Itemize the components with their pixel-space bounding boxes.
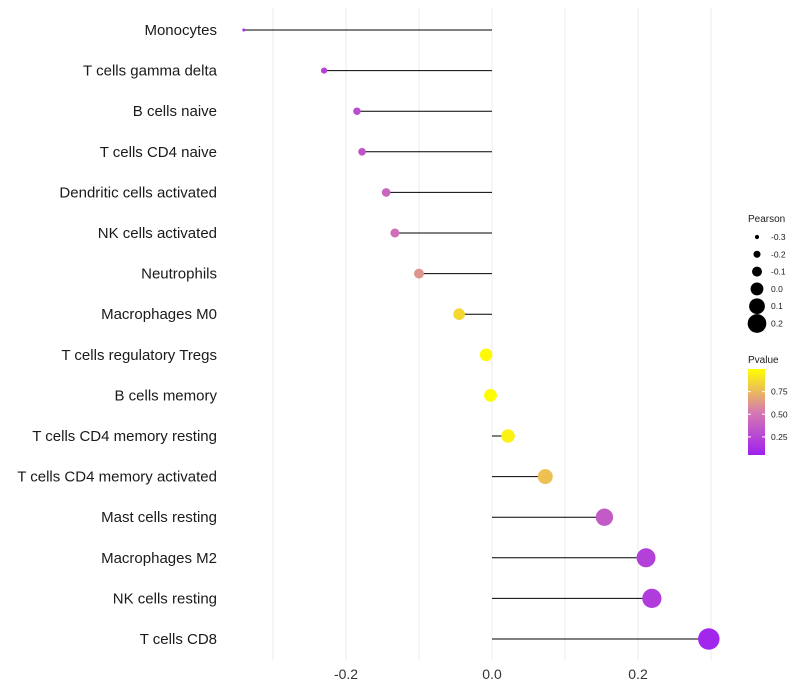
category-label: B cells naive — [133, 103, 217, 120]
lollipop-dot — [242, 28, 246, 32]
category-label: Monocytes — [144, 22, 217, 39]
lollipop-dots — [242, 28, 720, 650]
pearson-legend-label: -0.1 — [771, 267, 786, 277]
lollipop-dot — [414, 268, 424, 279]
lollipop-dot — [453, 308, 465, 320]
pearson-legend-dot — [753, 250, 761, 258]
lollipop-dot — [381, 188, 391, 197]
pearson-legend-label: -0.2 — [771, 249, 786, 259]
pearson-legend: Pearson -0.3 -0.2 -0.1 0.0 0.1 0.2 — [747, 214, 786, 333]
x-axis-ticks: -0.2 0.0 0.2 — [334, 666, 648, 682]
lollipop-stems — [243, 29, 709, 640]
lollipop-dot — [636, 548, 656, 568]
category-label: Macrophages M0 — [101, 306, 217, 323]
pearson-legend-dot — [752, 266, 762, 277]
category-label: T cells CD4 memory activated — [17, 469, 217, 486]
lollipop-dot — [595, 508, 614, 526]
lollipop-dot — [484, 388, 497, 402]
category-label: T cells CD4 naive — [100, 144, 217, 161]
pearson-legend-label: 0.0 — [771, 284, 783, 294]
lollipop-dot — [501, 429, 515, 443]
lollipop-dot — [390, 228, 400, 238]
lollipop-dot — [353, 107, 361, 115]
x-tick-label: 0.2 — [628, 666, 648, 682]
lollipop-dot — [479, 348, 493, 362]
x-tick-label: 0.0 — [482, 666, 502, 682]
lollipop-dot — [358, 147, 366, 156]
pvalue-legend-label: 0.50 — [771, 409, 788, 419]
pearson-legend-label: -0.3 — [771, 232, 786, 242]
category-label: Macrophages M2 — [101, 550, 217, 567]
pvalue-legend-title: Pvalue — [748, 355, 779, 366]
lollipop-dot — [321, 67, 328, 74]
category-label: T cells regulatory Tregs — [61, 347, 217, 364]
pearson-legend-label: 0.2 — [771, 319, 783, 329]
category-label: T cells CD4 memory resting — [32, 428, 217, 445]
gridlines — [272, 8, 712, 660]
category-label: NK cells activated — [98, 225, 217, 242]
category-labels: Monocytes T cells gamma delta B cells naiv… — [17, 22, 217, 648]
pearson-legend-label: 0.1 — [771, 301, 783, 311]
category-label: Mast cells resting — [101, 509, 217, 526]
pearson-legend-dot — [750, 282, 764, 296]
pearson-legend-title: Pearson — [748, 214, 785, 225]
pvalue-colorbar — [748, 369, 765, 455]
category-label: B cells memory — [114, 387, 217, 404]
category-label: Neutrophils — [141, 266, 217, 283]
category-label: T cells gamma delta — [83, 63, 218, 80]
category-label: NK cells resting — [113, 590, 217, 607]
pvalue-legend-label: 0.25 — [771, 432, 788, 442]
x-tick-label: -0.2 — [334, 666, 358, 682]
lollipop-dot — [537, 469, 553, 485]
pearson-legend-dot — [754, 234, 760, 240]
lollipop-dot — [642, 588, 662, 609]
pvalue-legend: Pvalue 0.75 0.50 0.25 — [748, 355, 788, 455]
category-label: Dendritic cells activated — [59, 184, 217, 201]
lollipop-dot — [698, 628, 720, 650]
category-label: T cells CD8 — [140, 631, 217, 648]
pvalue-legend-label: 0.75 — [771, 387, 788, 397]
pearson-legend-dot — [747, 314, 767, 333]
pearson-legend-dot — [749, 298, 765, 315]
